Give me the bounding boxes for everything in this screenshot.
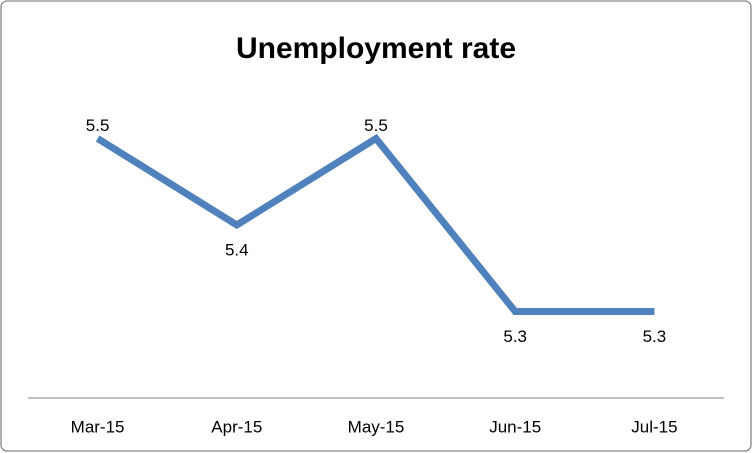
data-label: 5.3 (503, 327, 527, 346)
data-label: 5.4 (225, 240, 249, 259)
data-label: 5.5 (364, 116, 388, 135)
chart-title: Unemployment rate (236, 32, 516, 65)
x-tick-label: Jul-15 (631, 417, 677, 436)
data-line (95, 133, 655, 315)
x-tick-label: Apr-15 (211, 417, 262, 436)
x-tick-label: Jun-15 (489, 417, 541, 436)
data-label: 5.3 (643, 327, 667, 346)
x-tick-label: May-15 (348, 417, 405, 436)
data-label: 5.5 (86, 116, 110, 135)
x-tick-label: Mar-15 (71, 417, 125, 436)
